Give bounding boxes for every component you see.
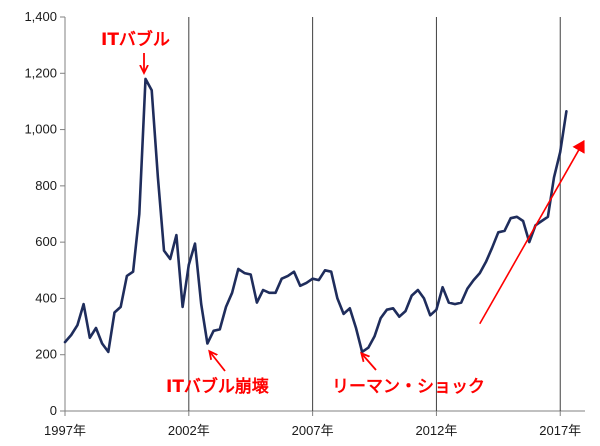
x-tick-label: 2007年 [292,423,334,438]
trend-arrow [479,139,585,325]
annotation-it-bubble-collapse-arrow [210,352,226,372]
x-tick-label: 2002年 [168,423,210,438]
x-tick-label: 1997年 [44,423,86,438]
series-layer [63,77,568,354]
y-tick-label: 1,400 [24,9,57,24]
y-tick-label: 0 [50,403,57,418]
y-tick-label: 1,000 [24,122,57,137]
x-tick-label: 2012年 [415,423,457,438]
y-tick-label: 200 [35,347,57,362]
plot-area [64,17,585,412]
gridlines [188,17,561,411]
x-tick-label: 2017年 [539,423,581,438]
y-tick-label: 1,200 [24,65,57,80]
annotation-it-bubble: ITバブル [101,29,170,50]
annotation-lehman-shock: リーマン・ショック [332,377,485,397]
y-tick-label: 800 [35,178,57,193]
y-axis-ticks: 0 200 400 600 800 1,000 1,200 1,400 [24,9,65,418]
series-line [63,77,568,354]
y-tick-label: 600 [35,234,57,249]
annotation-lehman-shock-arrow [362,354,377,371]
annotation-it-bubble-collapse: ITバブル崩壊 [166,376,270,397]
annotations: ITバブル ITバブル崩壊 リーマン・ショック [101,29,485,397]
x-axis-ticks: 1997年 2002年 2007年 2012年 2017年 [44,411,581,438]
y-tick-label: 400 [35,290,57,305]
